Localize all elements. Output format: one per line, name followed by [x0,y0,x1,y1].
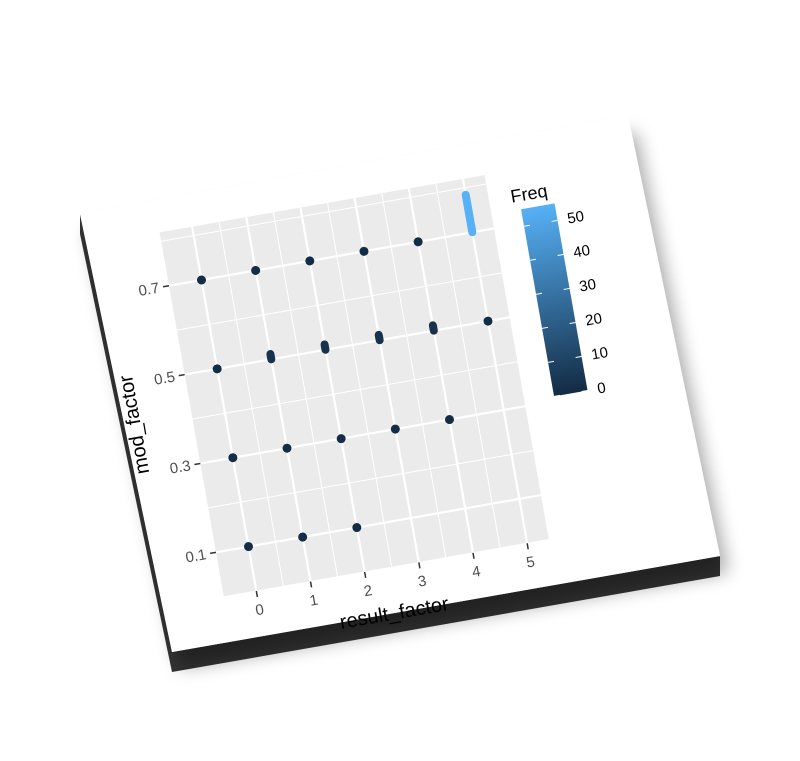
data-point [336,434,346,444]
y-tick-label: 0.7 [137,280,160,300]
data-point [196,275,206,285]
legend-colorbar [521,203,588,397]
data-point [483,316,493,326]
legend-tick-label: 30 [578,276,597,296]
x-tick-label: 3 [417,573,428,591]
legend-tick-mark [553,394,561,397]
data-point [461,190,477,237]
x-tick-mark [255,590,259,598]
x-tick-mark [418,562,421,569]
legend-tick-label: 0 [596,379,607,397]
legend-tick-label: 50 [566,208,585,228]
data-point [428,321,438,335]
x-tick-mark [526,543,529,550]
plot-panel [159,175,549,597]
axes-layer: 0 1 2 3 4 5 0.1 0.3 0.5 0.7 [137,280,536,620]
x-tick-label: 1 [308,592,319,610]
grid-line-minor-y [176,272,502,331]
legend-tick-mark [529,258,537,261]
grid-line-x [245,216,312,582]
y-tick-mark [178,373,185,377]
legend-tick-mark [557,253,564,256]
data-point [266,350,276,364]
legend-tick-mark [551,219,558,222]
y-tick-mark [162,284,170,288]
data-point [212,364,222,374]
data-point [244,542,254,552]
data-point [352,523,362,533]
data-point [251,265,261,275]
legend-tick-mark [541,326,549,329]
card-side [80,214,172,672]
data-point [390,424,400,434]
legend-tick-mark [581,390,588,393]
grid-line-minor-x [272,212,339,577]
grid-line-minor-y [223,538,549,598]
legend-tick-label: 40 [572,242,591,262]
legend-tick-mark [563,287,570,290]
grid-line-x [353,197,420,563]
legend-tick-mark [569,321,576,324]
legend-tick-mark [575,355,582,359]
grid-line-x [461,178,529,544]
data-point [298,532,308,542]
legend-tick-label: 10 [590,344,609,364]
x-tick-label: 4 [471,563,482,581]
card-bottom-edge [172,556,720,672]
grid-line-minor-x [381,193,447,558]
y-tick-label: 0.5 [153,368,176,388]
data-point [374,330,384,345]
grid-line-minor-x [327,202,393,568]
legend-tick-label: 20 [584,310,603,330]
x-tick-label: 5 [525,553,536,571]
y-tick-mark [194,462,201,466]
legend-tick-mark [547,360,555,363]
data-point [444,415,454,425]
grid-line-y [215,493,542,554]
grid-line-minor-x [435,183,501,549]
grid-line-minor-y [192,361,518,420]
x-tick-mark [363,571,367,578]
y-tick-label: 0.3 [169,457,192,477]
data-point [282,443,292,453]
grid-line-y [184,316,510,376]
grid-line-y [168,227,495,287]
data-point [320,340,330,354]
grid-line-x [407,188,475,554]
grid-line-minor-y [161,183,487,242]
x-tick-label: 0 [254,601,265,619]
data-point [305,256,315,266]
grid-line-y [200,405,526,465]
grid-line-x [191,226,258,592]
x-tick-label: 2 [362,582,373,600]
y-tick-mark [209,551,217,555]
data-point [228,453,238,463]
grid-line-minor-x [218,221,284,587]
legend-tick-mark [523,224,531,227]
grid-line-minor-y [208,450,534,509]
grid-layer [161,178,549,598]
legend-tick-mark [535,292,543,295]
y-tick-label: 0.1 [184,546,207,566]
legend-ticks: 0 10 20 30 40 50 [523,208,609,398]
x-tick-mark [309,581,313,588]
grid-line-x [299,207,366,573]
data-point [359,246,369,256]
points-layer [196,190,493,552]
x-tick-mark [472,552,475,559]
data-point [413,237,423,247]
